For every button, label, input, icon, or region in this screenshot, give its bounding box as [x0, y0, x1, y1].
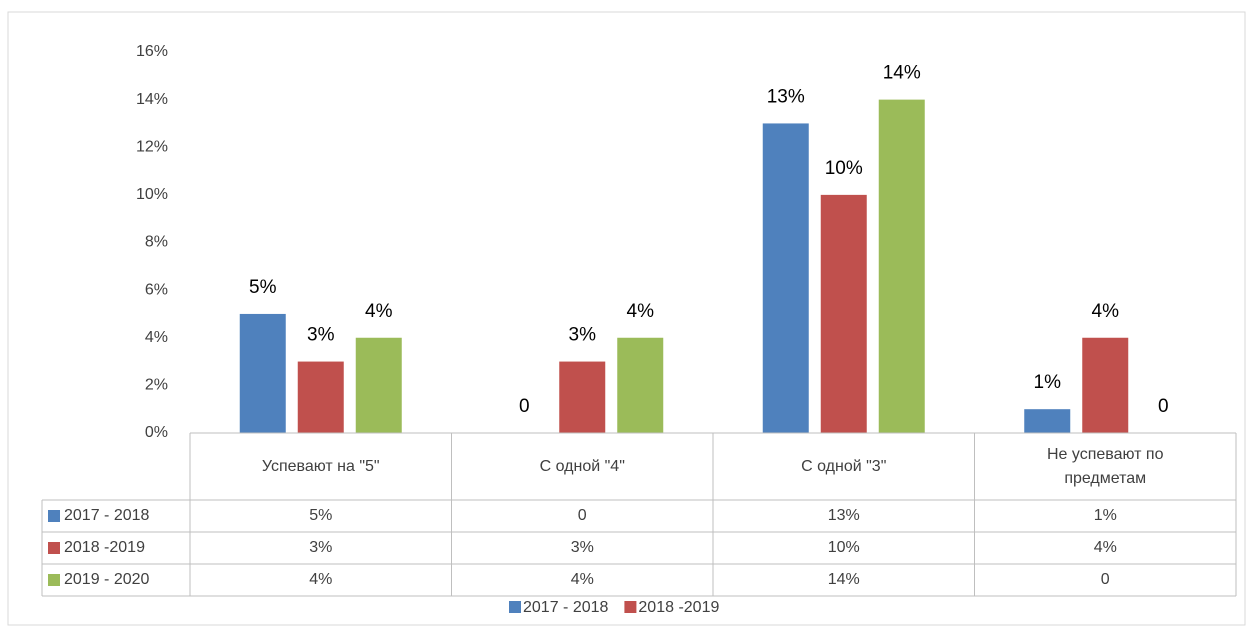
y-tick-label: 12% [136, 138, 168, 155]
table-cell: 13% [828, 507, 860, 524]
category-cell: С одной "4" [539, 457, 625, 475]
chart-frame [7, 11, 1246, 626]
y-tick-label: 16% [136, 43, 168, 60]
data-label: 10% [825, 158, 863, 179]
data-label: 4% [365, 301, 393, 322]
table-cell: 1% [1094, 507, 1117, 524]
legend-key [48, 510, 60, 522]
bar [239, 313, 286, 433]
table-cell: 10% [828, 539, 860, 556]
data-label: 14% [883, 63, 921, 84]
y-tick-label: 4% [145, 329, 168, 346]
y-tick-label: 2% [145, 377, 168, 394]
y-tick-label: 0% [145, 424, 168, 441]
table-cell: 0 [578, 507, 587, 524]
bar [762, 123, 809, 433]
y-tick-label: 8% [145, 234, 168, 251]
x-tick-label: С одной "3" [801, 457, 887, 475]
data-label: 4% [1092, 301, 1120, 322]
table-cell: 14% [828, 571, 860, 588]
data-label: 1% [1034, 372, 1062, 393]
category-cell: Не успевают по предметам [1047, 445, 1164, 487]
y-tick-label: 14% [136, 91, 168, 108]
legend-key [48, 574, 60, 586]
bar [1024, 409, 1071, 433]
legend-key [624, 601, 637, 613]
data-label: 0 [519, 396, 530, 417]
table-cell: 5% [309, 507, 332, 524]
legend-label: 2018 -2019 [638, 599, 719, 616]
bar [559, 361, 606, 433]
y-tick-label: 6% [145, 281, 168, 298]
bar [355, 337, 402, 433]
x-tick-label: Успевают на "5" [261, 457, 380, 475]
legend-label: 2017 - 2018 [523, 599, 609, 616]
table-cell: 4% [309, 571, 332, 588]
category-cell: Успевают на "5" [261, 457, 380, 475]
x-tick-label: Не успевают по предметам [1047, 445, 1164, 487]
table-cell: 4% [571, 571, 594, 588]
data-label: 4% [627, 301, 655, 322]
data-label: 0 [1158, 396, 1169, 417]
x-tick-label: С одной "4" [539, 457, 625, 475]
bar [820, 194, 867, 433]
category-cell: С одной "3" [801, 457, 887, 475]
data-label: 5% [249, 277, 277, 298]
data-label: 3% [569, 325, 597, 346]
bar [1082, 337, 1129, 433]
row-header: 2019 - 2020 [64, 571, 150, 588]
data-label: 3% [307, 325, 335, 346]
table-cell: 3% [571, 539, 594, 556]
bar [878, 99, 925, 433]
table-cell: 0 [1101, 571, 1110, 588]
row-header: 2017 - 2018 [64, 507, 150, 524]
row-header: 2018 -2019 [64, 539, 145, 556]
legend-key [509, 601, 521, 613]
data-label: 13% [767, 86, 805, 107]
bar [617, 337, 664, 433]
table-cell: 3% [309, 539, 332, 556]
y-tick-label: 10% [136, 186, 168, 203]
table-cell: 4% [1094, 539, 1117, 556]
legend-key [48, 542, 60, 554]
bar [297, 361, 344, 433]
